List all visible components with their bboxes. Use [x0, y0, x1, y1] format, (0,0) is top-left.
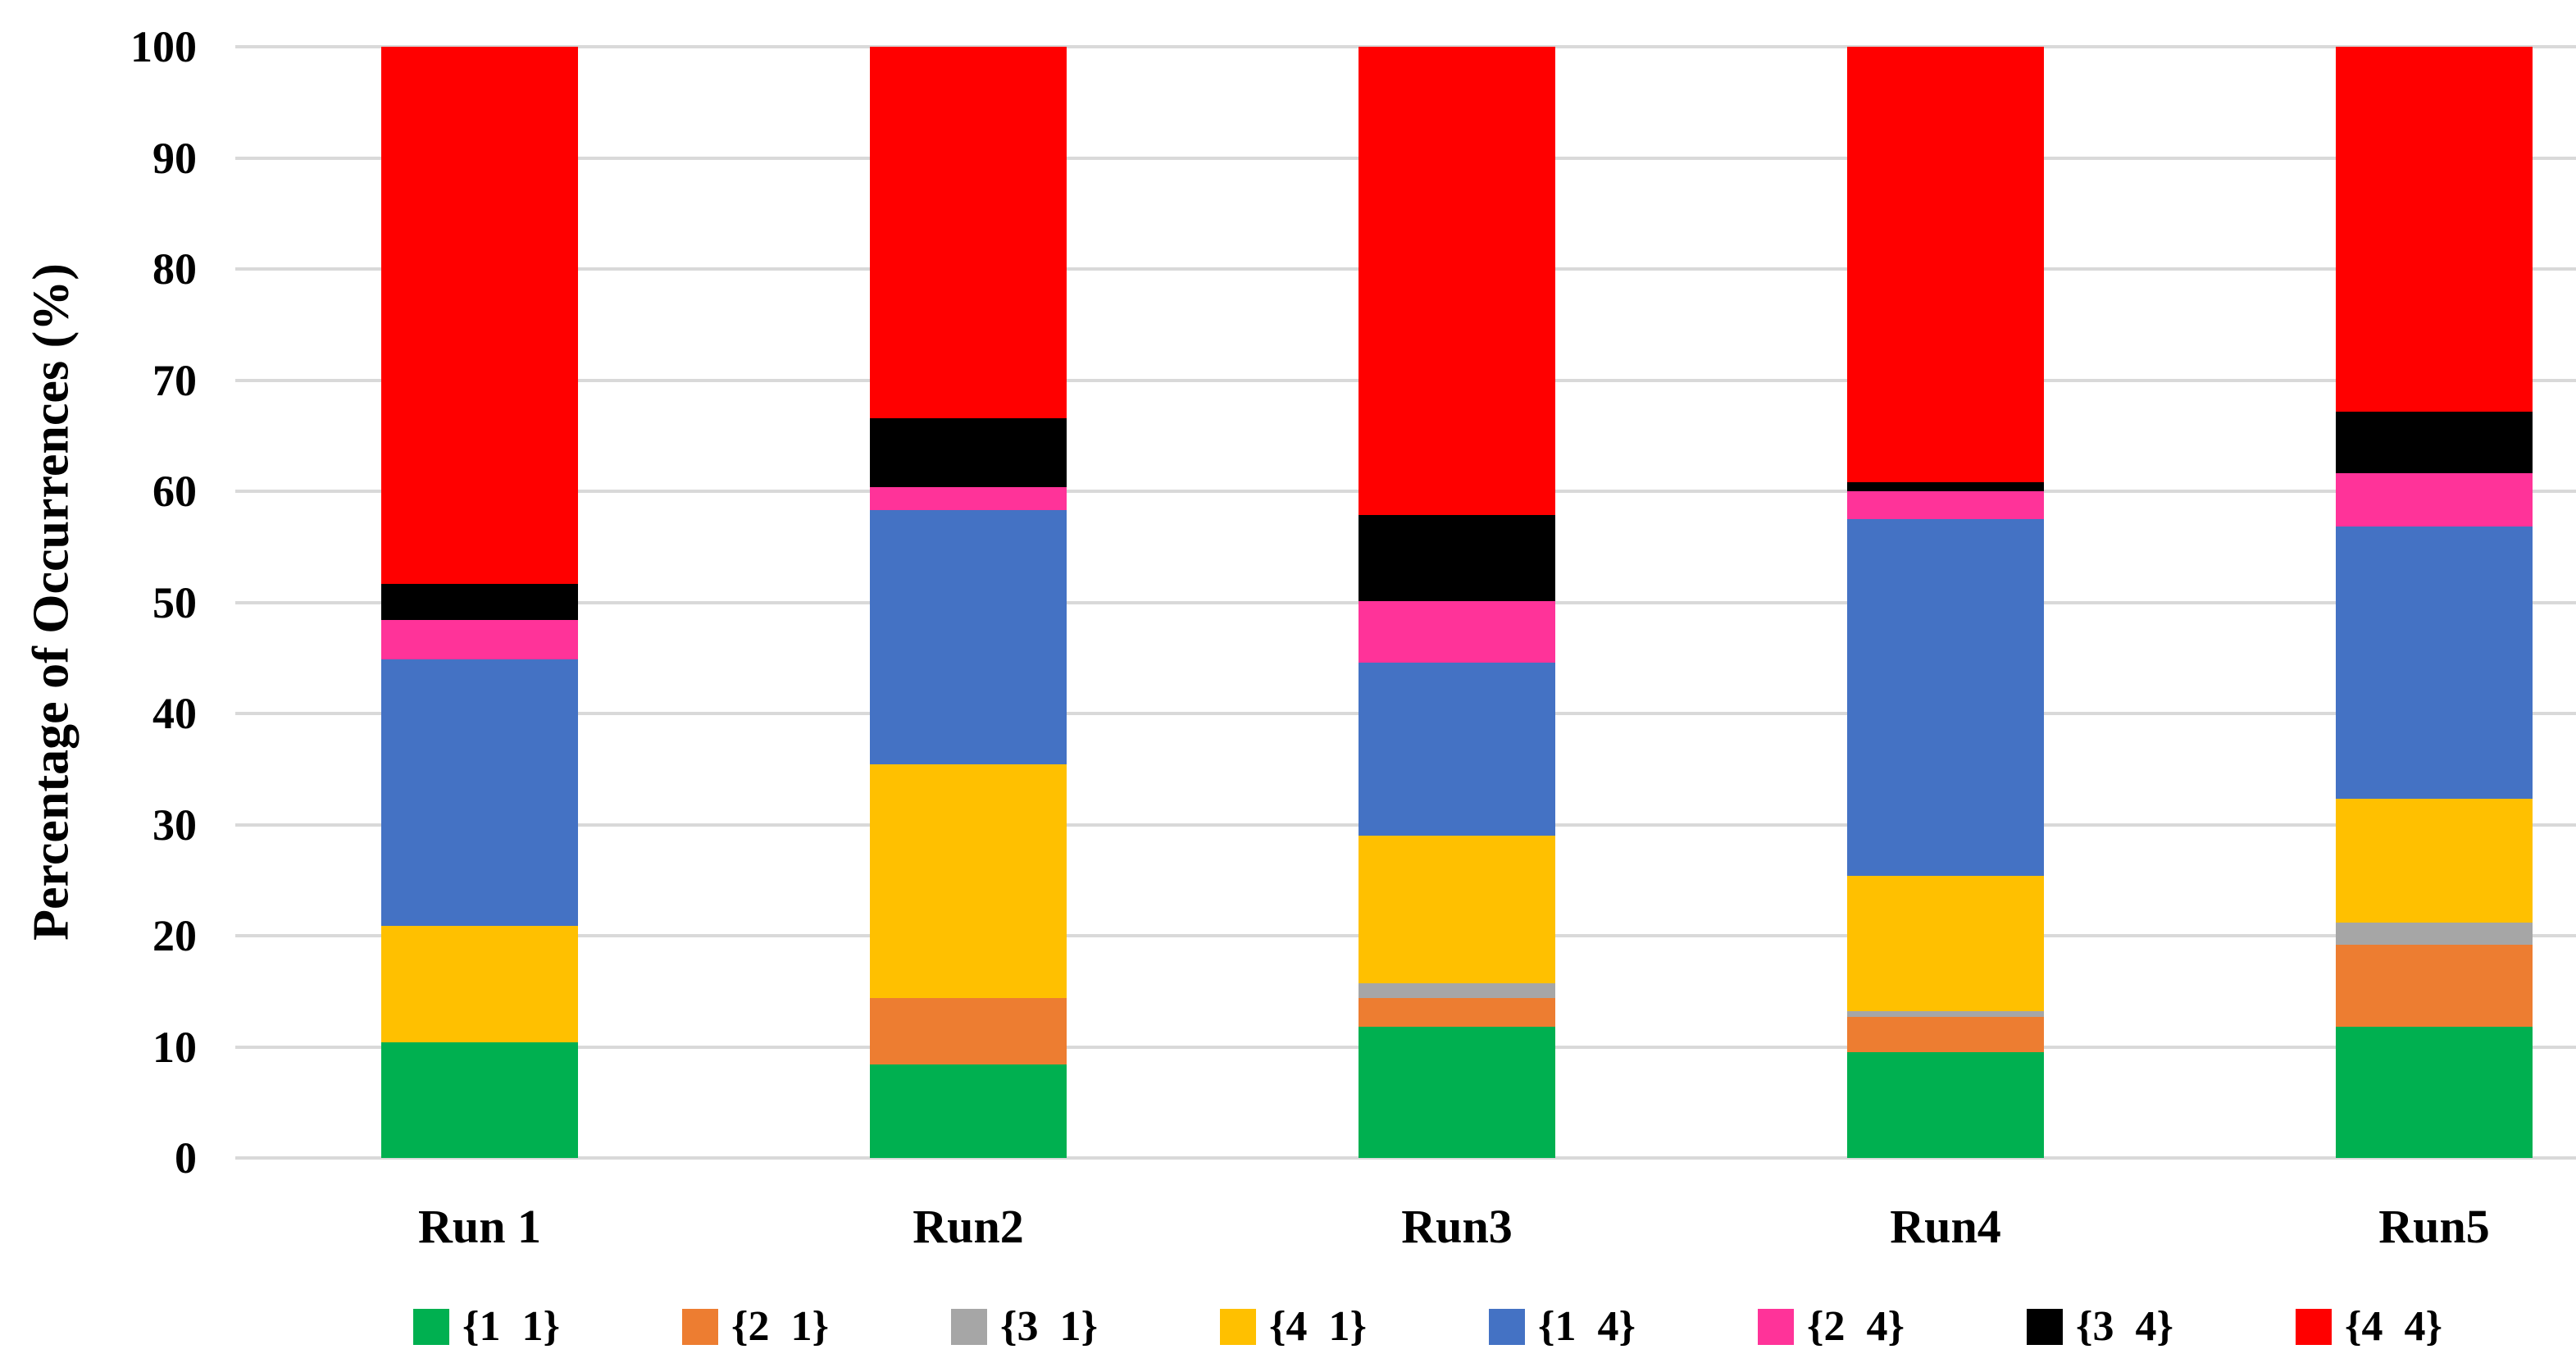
bar-run4 [1847, 47, 2044, 1158]
segment-41-Run1 [381, 925, 578, 1043]
segment-44-Run3 [1359, 47, 1555, 515]
segment-34-Run1 [381, 583, 578, 621]
legend-swatch-icon-11 [413, 1309, 449, 1345]
segment-14-Run4 [1847, 518, 2044, 876]
gridline-0 [235, 1156, 2576, 1160]
legend-label-34: {3 4} [2076, 1303, 2173, 1350]
legend-swatch-icon-31 [951, 1309, 987, 1345]
segment-11-Run2 [870, 1064, 1067, 1158]
segment-34-Run4 [1847, 482, 2044, 492]
segment-14-Run3 [1359, 662, 1555, 836]
legend-label-11: {1 1} [462, 1303, 560, 1350]
legend-label-31: {3 1} [1000, 1303, 1098, 1350]
legend-item-31: {3 1} [951, 1306, 1220, 1348]
x-tick-label-run2: Run2 [913, 1200, 1024, 1253]
legend-swatch-icon-44 [2296, 1309, 2332, 1345]
bar-run-1 [381, 47, 578, 1158]
segment-24-Run3 [1359, 601, 1555, 663]
y-tick-label-0: 0 [175, 1133, 197, 1183]
bar-run3 [1359, 47, 1555, 1158]
y-tick-label-100: 100 [130, 22, 197, 71]
segment-44-Run1 [381, 47, 578, 584]
segment-44-Run2 [870, 47, 1067, 418]
legend-swatch-icon-24 [1758, 1309, 1794, 1345]
y-tick-label-50: 50 [152, 577, 197, 627]
segment-44-Run5 [2336, 47, 2533, 412]
segment-41-Run4 [1847, 875, 2044, 1012]
bar-run2 [870, 47, 1067, 1158]
legend-label-44: {4 4} [2345, 1303, 2442, 1350]
y-tick-label-30: 30 [152, 800, 197, 850]
segment-34-Run3 [1359, 514, 1555, 602]
x-tick-label-run3: Run3 [1401, 1200, 1513, 1253]
segment-21-Run2 [870, 997, 1067, 1065]
segment-41-Run2 [870, 764, 1067, 998]
segment-21-Run3 [1359, 997, 1555, 1028]
plot-area [235, 45, 2576, 1160]
segment-24-Run4 [1847, 491, 2044, 519]
legend-item-44: {4 4} [2296, 1306, 2565, 1348]
segment-31-Run4 [1847, 1011, 2044, 1017]
segment-44-Run4 [1847, 47, 2044, 483]
legend-item-14: {1 4} [1489, 1306, 1758, 1348]
y-tick-label-80: 80 [152, 244, 197, 294]
segment-11-Run4 [1847, 1052, 2044, 1158]
bar-run5 [2336, 47, 2533, 1158]
legend-swatch-icon-41 [1220, 1309, 1256, 1345]
segment-14-Run5 [2336, 526, 2533, 800]
legend-item-34: {3 4} [2027, 1306, 2296, 1348]
segment-24-Run5 [2336, 473, 2533, 527]
segment-11-Run5 [2336, 1027, 2533, 1158]
gridline-100 [235, 45, 2576, 48]
segment-11-Run1 [381, 1042, 578, 1158]
segment-14-Run1 [381, 659, 578, 926]
legend-swatch-icon-34 [2027, 1309, 2063, 1345]
segment-31-Run3 [1359, 983, 1555, 998]
segment-24-Run1 [381, 620, 578, 659]
legend-item-11: {1 1} [413, 1306, 682, 1348]
segment-41-Run3 [1359, 836, 1555, 984]
segment-21-Run4 [1847, 1016, 2044, 1053]
y-tick-label-90: 90 [152, 133, 197, 183]
legend-swatch-icon-21 [682, 1309, 718, 1345]
segment-41-Run5 [2336, 799, 2533, 923]
x-tick-label-run4: Run4 [1890, 1200, 2001, 1253]
x-tick-label-run5: Run5 [2378, 1200, 2490, 1253]
legend-label-41: {4 1} [1269, 1303, 1367, 1350]
segment-21-Run5 [2336, 944, 2533, 1028]
segment-31-Run5 [2336, 922, 2533, 945]
y-tick-label-40: 40 [152, 689, 197, 738]
legend-item-21: {2 1} [682, 1306, 951, 1348]
legend-label-21: {2 1} [731, 1303, 829, 1350]
segment-14-Run2 [870, 510, 1067, 765]
segment-24-Run2 [870, 486, 1067, 511]
legend-label-24: {2 4} [1807, 1303, 1905, 1350]
legend-label-14: {1 4} [1538, 1303, 1636, 1350]
segment-11-Run3 [1359, 1027, 1555, 1158]
y-tick-label-10: 10 [152, 1022, 197, 1072]
x-tick-label-run-1: Run 1 [418, 1200, 541, 1253]
y-tick-label-60: 60 [152, 467, 197, 516]
y-tick-label-70: 70 [152, 355, 197, 405]
segment-34-Run2 [870, 417, 1067, 487]
legend-item-24: {2 4} [1758, 1306, 2027, 1348]
legend-swatch-icon-14 [1489, 1309, 1525, 1345]
y-tick-label-20: 20 [152, 911, 197, 960]
chart-legend: {1 1} {2 1} {3 1} {4 1} {1 4} {2 4} {3 4} {4 4} [413, 1306, 2565, 1348]
segment-34-Run5 [2336, 411, 2533, 474]
legend-item-41: {4 1} [1220, 1306, 1489, 1348]
